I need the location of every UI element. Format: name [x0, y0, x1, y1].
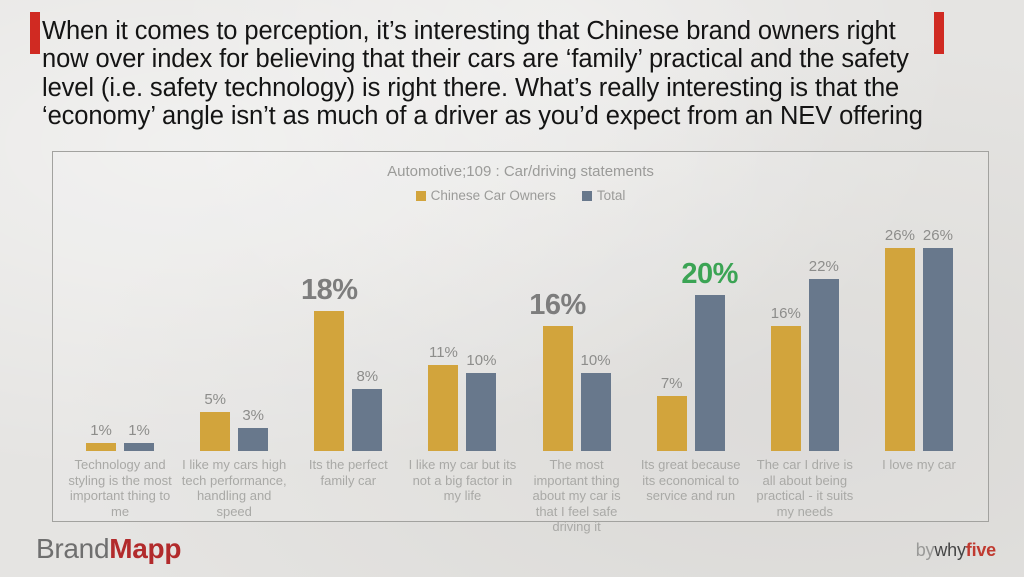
bar — [238, 427, 269, 451]
headline: When it comes to perception, it’s intere… — [42, 17, 923, 131]
value-label: 7% — [660, 375, 683, 393]
headline-line: ‘economy’ angle isn’t as much of a drive… — [42, 102, 923, 131]
bar — [542, 326, 573, 451]
bar-cell: 20% — [681, 259, 738, 451]
bar-group: 16% 22% — [748, 258, 862, 451]
headline-line: now over index for believing that their … — [42, 45, 909, 74]
byline-five-text: five — [965, 540, 996, 560]
bar — [580, 373, 611, 451]
logo-mapp-text: Mapp — [109, 533, 182, 564]
chart-panel: Automotive;109 : Car/driving statements … — [52, 151, 989, 534]
value-label: 8% — [356, 367, 379, 385]
value-label: 10% — [580, 352, 611, 369]
bar-group: 7% 20% — [634, 259, 748, 451]
legend-label: Total — [596, 188, 626, 203]
bar — [694, 295, 725, 451]
footer-byline-bywhyfive: bywhyfive — [916, 540, 996, 561]
bar — [770, 326, 801, 451]
bar — [124, 443, 155, 451]
bar-cell: 8% — [352, 367, 383, 451]
value-label: 5% — [204, 391, 227, 408]
legend-item: Total — [581, 188, 626, 203]
legend-swatch — [581, 190, 592, 201]
category-label: Its great because its economical to serv… — [640, 457, 741, 503]
logo-brand-text: Brand — [36, 533, 110, 564]
value-label: 20% — [681, 258, 738, 290]
bar-cell: 26% — [885, 227, 915, 451]
red-accent-left — [30, 12, 40, 54]
bar-cell: 1% — [124, 422, 155, 451]
category-label: Its the perfect family car — [308, 457, 388, 488]
legend-swatch — [415, 190, 426, 201]
category-label: The most important thing about my car is… — [532, 457, 621, 534]
bar-cell: 7% — [656, 375, 687, 451]
bar-group: 18% 8% — [291, 275, 405, 451]
category-labels: Technology and styling is the most impor… — [63, 457, 976, 535]
bar-cell: 16% — [771, 305, 801, 451]
bar-cell: 1% — [86, 422, 117, 451]
bar — [428, 365, 459, 451]
bar-cell: 16% — [529, 290, 586, 451]
bar-cell: 10% — [466, 352, 496, 451]
category-label: Technology and styling is the most impor… — [68, 457, 172, 519]
value-label: 1% — [90, 422, 112, 440]
value-label: 16% — [770, 305, 801, 323]
plot-area: 1% 1% 5% 3% 18% 8% 11% 10% 16% 10% 7% 20% 16% 22% 26% 2… — [63, 227, 976, 451]
bar — [922, 248, 953, 451]
value-label: 16% — [529, 289, 586, 322]
bar — [884, 248, 915, 451]
value-label: 18% — [301, 273, 358, 306]
legend-label: Chinese Car Owners — [430, 188, 556, 203]
bar-group: 26% 26% — [862, 227, 976, 451]
value-label: 26% — [922, 227, 953, 245]
byline-by-text: by — [915, 540, 935, 560]
value-label: 3% — [242, 406, 265, 424]
bar — [808, 279, 839, 451]
bar — [200, 412, 231, 451]
bar — [314, 310, 345, 451]
chart-legend: Chinese Car Owners Total — [53, 188, 988, 203]
value-label: 26% — [884, 227, 915, 245]
bar — [86, 443, 117, 451]
bar — [656, 396, 687, 451]
bar-cell: 3% — [238, 406, 269, 451]
category-label: The car I drive is all about being pract… — [756, 457, 854, 519]
footer-logo-brandmapp: BrandMapp — [36, 533, 181, 565]
headline-line: level (i.e. safety technology) is right … — [42, 73, 900, 102]
bar — [352, 388, 383, 451]
bar-group: 11% 10% — [405, 344, 519, 451]
category-label: I like my car but its not a big factor i… — [408, 457, 517, 503]
value-label: 22% — [808, 258, 839, 276]
bar-cell: 10% — [581, 352, 611, 451]
bar-cell: 18% — [301, 275, 358, 451]
bar-cell: 22% — [809, 258, 839, 451]
value-label: 10% — [466, 352, 497, 369]
bar-group: 1% 1% — [63, 422, 177, 451]
bar-group: 5% 3% — [177, 391, 291, 451]
chart-title: Automotive;109 : Car/driving statements — [387, 163, 654, 180]
byline-why-text: why — [934, 540, 966, 560]
value-label: 1% — [128, 422, 150, 440]
bar — [466, 373, 497, 451]
bar-cell: 26% — [923, 227, 953, 451]
category-label: I like my cars high tech performance, ha… — [181, 457, 287, 519]
red-accent-right — [934, 12, 944, 54]
legend-item: Chinese Car Owners — [415, 188, 556, 203]
headline-line: When it comes to perception, it’s intere… — [42, 17, 896, 45]
category-label: I love my car — [882, 457, 956, 472]
bar-group: 16% 10% — [520, 290, 634, 451]
value-label: 11% — [428, 344, 458, 362]
bar-cell: 11% — [428, 344, 459, 451]
bar-cell: 5% — [200, 391, 231, 451]
